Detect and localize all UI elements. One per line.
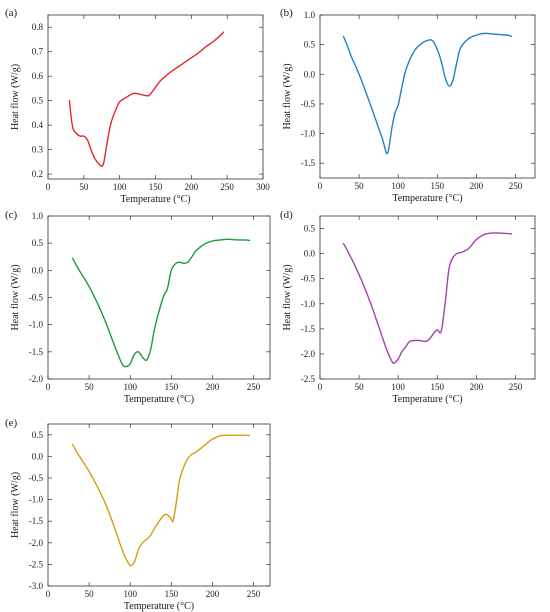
x-tick-label: 200 xyxy=(206,382,220,392)
x-tick-label: 0 xyxy=(46,382,51,392)
y-tick-label: -1.0 xyxy=(301,299,316,309)
y-tick-label: -1.0 xyxy=(29,495,44,505)
y-tick-label: 0.6 xyxy=(32,71,44,81)
y-tick-label: 0.5 xyxy=(304,40,316,50)
x-tick-label: 50 xyxy=(85,382,95,392)
y-tick-label: -2.5 xyxy=(29,559,44,569)
panel-label: (b) xyxy=(280,7,293,19)
y-tick-label: -0.5 xyxy=(301,274,316,284)
y-tick-label: 0.0 xyxy=(304,69,316,79)
y-tick-label: -2.0 xyxy=(29,538,44,548)
plot-frame xyxy=(319,215,536,380)
panel-label: (c) xyxy=(5,209,18,221)
panel-label: (d) xyxy=(280,209,293,221)
x-tick-label: 100 xyxy=(391,382,405,392)
x-tick-label: 250 xyxy=(509,181,523,191)
y-tick-label: -0.5 xyxy=(301,99,316,109)
y-tick-label: 0.5 xyxy=(32,238,44,248)
x-tick-label: 0 xyxy=(318,382,323,392)
y-tick-label: -2.5 xyxy=(301,374,316,384)
chart-d: 0 50 100 150 200 250 0.5 0.0 -0.5 -1.0 -1.5 -2.0 -2.… xyxy=(280,209,536,405)
y-axis-title: Heat flow (W/g) xyxy=(10,64,21,130)
y-tick-label: -1.5 xyxy=(301,324,316,334)
x-tick-label: 200 xyxy=(206,589,220,599)
x-tick-label: 100 xyxy=(113,182,127,192)
x-tick-label: 100 xyxy=(123,382,137,392)
y-tick-label: -2.0 xyxy=(29,374,44,384)
x-tick-label: 250 xyxy=(247,382,261,392)
y-tick-label: -1.5 xyxy=(301,158,316,168)
series-line xyxy=(342,32,513,155)
panel-label: (e) xyxy=(5,417,18,429)
x-axis-title: Temperature (°C) xyxy=(124,601,194,612)
y-axis-title: Heat flow (W/g) xyxy=(282,63,293,129)
x-tick-label: 100 xyxy=(391,181,405,191)
y-axis-title: Heat flow (W/g) xyxy=(282,264,293,330)
x-tick-label: 200 xyxy=(185,182,199,192)
x-tick-label: 50 xyxy=(85,589,95,599)
x-axis-title: Temperature (°C) xyxy=(120,194,190,205)
chart-e: 0 50 100 150 200 250 0.5 0.0 -0.5 -1.0 -1.5 -2.0 -2.… xyxy=(5,417,271,612)
x-axis-title: Temperature (°C) xyxy=(124,394,194,405)
series-line xyxy=(71,238,251,368)
series-line xyxy=(71,434,251,567)
x-axis-title: Temperature (°C) xyxy=(392,193,462,204)
y-axis-title: Heat flow (W/g) xyxy=(10,264,21,330)
x-tick-label: 150 xyxy=(149,182,163,192)
y-tick-label: 0.2 xyxy=(32,169,43,179)
y-tick-label: 1.0 xyxy=(304,10,316,20)
x-tick-label: 150 xyxy=(431,181,445,191)
chart-a: 0 50 100 150 200 250 300 0.2 0.3 0.4 0.5 0.6 0.7 0.8 T… xyxy=(5,7,270,205)
y-tick-label: -0.5 xyxy=(29,473,44,483)
x-tick-label: 0 xyxy=(46,182,51,192)
y-tick-label: -3.0 xyxy=(29,581,44,591)
plot-frame xyxy=(47,14,264,180)
x-tick-label: 50 xyxy=(355,382,365,392)
x-tick-label: 150 xyxy=(165,382,179,392)
x-tick-label: 150 xyxy=(431,382,445,392)
x-tick-label: 0 xyxy=(318,181,323,191)
plot-frame xyxy=(319,14,536,179)
y-tick-label: 0.4 xyxy=(32,120,44,130)
y-tick-label: 0.7 xyxy=(32,47,44,57)
series-line xyxy=(68,31,225,167)
y-tick-label: -1.5 xyxy=(29,516,44,526)
x-tick-label: 0 xyxy=(46,589,51,599)
y-tick-label: 0.5 xyxy=(32,430,44,440)
x-tick-label: 150 xyxy=(165,589,179,599)
y-tick-label: 0.5 xyxy=(32,96,44,106)
y-tick-label: 0.0 xyxy=(32,265,44,275)
x-axis-title: Temperature (°C) xyxy=(392,394,462,405)
x-tick-label: 250 xyxy=(247,589,261,599)
y-tick-label: 0.8 xyxy=(32,22,44,32)
chart-c: 0 50 100 150 200 250 1.0 0.5 0.0 -0.5 -1.0 -1.5 -2.0… xyxy=(5,209,271,405)
plot-frame xyxy=(47,423,271,587)
y-tick-label: 0.0 xyxy=(32,451,44,461)
chart-b: 0 50 100 150 200 250 1.0 0.5 0.0 -0.5 -1.0 -1.5 Temp… xyxy=(280,7,536,204)
series-line xyxy=(342,232,513,364)
y-tick-label: -1.5 xyxy=(29,347,44,357)
panel-label: (a) xyxy=(5,7,18,19)
x-tick-label: 50 xyxy=(79,182,89,192)
y-tick-label: 1.0 xyxy=(32,211,44,221)
x-tick-label: 250 xyxy=(220,182,234,192)
y-axis-title: Heat flow (W/g) xyxy=(10,472,21,538)
y-tick-label: 0.3 xyxy=(32,145,44,155)
y-tick-label: -1.0 xyxy=(301,129,316,139)
x-tick-label: 200 xyxy=(470,382,484,392)
x-tick-label: 250 xyxy=(509,382,523,392)
x-tick-label: 300 xyxy=(256,182,270,192)
y-tick-label: -2.0 xyxy=(301,349,316,359)
y-tick-label: 0.0 xyxy=(304,249,316,259)
y-tick-label: -1.0 xyxy=(29,320,44,330)
y-tick-label: 0.5 xyxy=(304,224,316,234)
y-tick-label: -0.5 xyxy=(29,293,44,303)
x-tick-label: 200 xyxy=(470,181,484,191)
x-tick-label: 100 xyxy=(123,589,137,599)
x-tick-label: 50 xyxy=(355,181,365,191)
